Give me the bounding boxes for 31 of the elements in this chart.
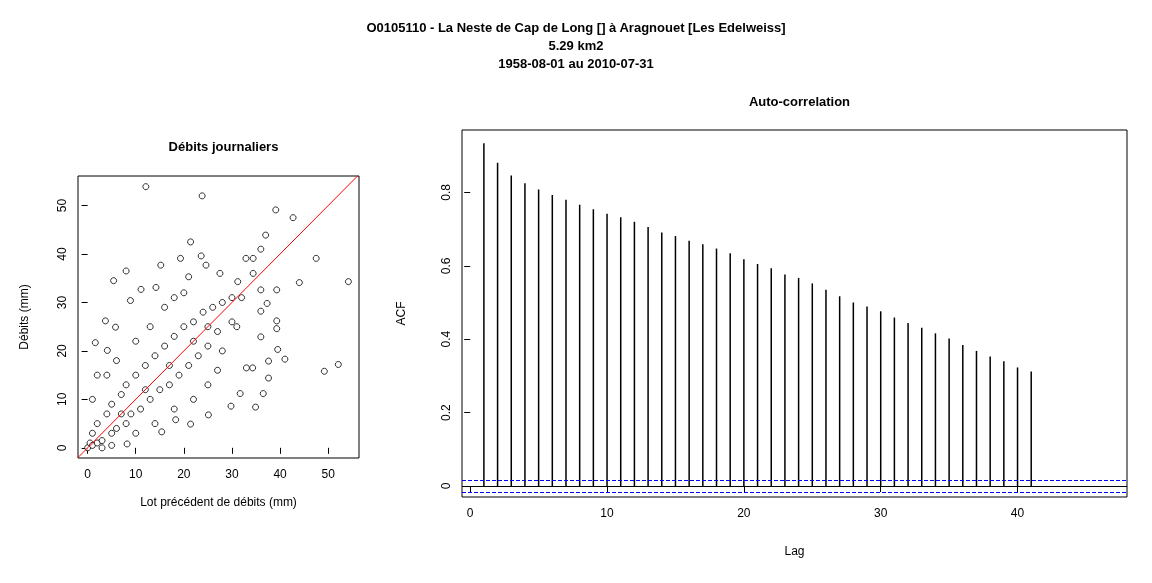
x-tick-label: 40 <box>273 467 288 481</box>
x-axis-title: Lot précédent de débits (mm) <box>140 495 297 509</box>
y-axis-title: Débits (mm) <box>17 284 31 350</box>
x-tick-label: 10 <box>129 467 143 481</box>
y-tick-label: 0 <box>439 482 453 490</box>
x-tick-label: 20 <box>737 506 751 520</box>
y-tick-label: 0.4 <box>439 330 453 348</box>
x-tick-label: 0 <box>84 467 92 481</box>
y-tick-label: 50 <box>55 198 69 213</box>
y-tick-label: 0.6 <box>439 257 453 275</box>
y-tick-label: 20 <box>55 343 69 358</box>
x-tick-label: 30 <box>225 467 239 481</box>
x-tick-label: 0 <box>466 506 474 520</box>
y-tick-label: 30 <box>55 295 69 310</box>
text: 1958-08-01 au 2010-07-31 <box>497 55 655 73</box>
x-tick-label: 50 <box>321 467 336 481</box>
text: O0105110 - La Neste de Cap de Long [] à Aragnouet [Les Edelweiss] <box>365 19 787 37</box>
x-tick-label: 30 <box>874 506 888 520</box>
y-tick-label: 10 <box>55 392 69 407</box>
x-tick-label: 40 <box>1010 506 1025 520</box>
x-tick-label: 20 <box>177 467 191 481</box>
chart-title: Débits journaliers <box>168 139 279 154</box>
x-axis-title: Lag <box>784 544 805 558</box>
chart-title: Auto-correlation <box>748 94 851 109</box>
y-tick-label: 0.2 <box>439 403 453 421</box>
y-tick-label: 0.8 <box>439 183 453 201</box>
x-tick-label: 10 <box>600 506 615 520</box>
y-axis-title: ACF <box>394 301 408 326</box>
y-tick-label: 40 <box>55 247 69 261</box>
y-tick-label: 0 <box>55 444 69 452</box>
text: 5.29 km2 <box>547 37 605 55</box>
